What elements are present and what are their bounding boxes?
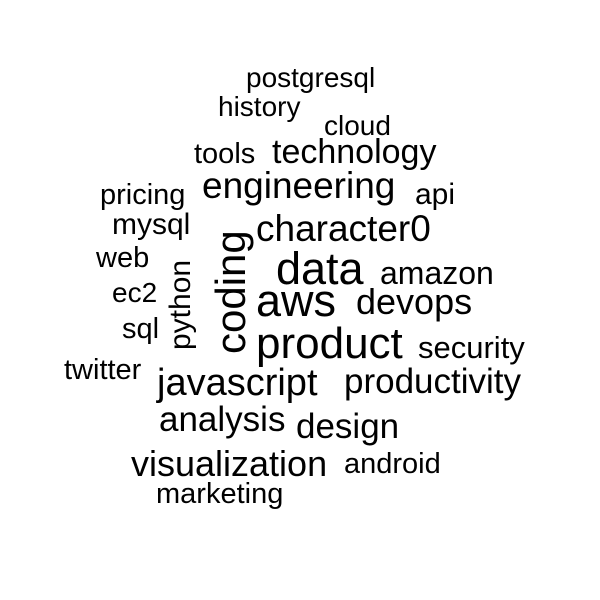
word-productivity: productivity <box>344 362 522 401</box>
word-ec2: ec2 <box>112 277 158 308</box>
word-data: data <box>276 243 364 294</box>
word-web: web <box>96 242 150 274</box>
word-history: history <box>218 91 301 122</box>
word-engineering: engineering <box>202 165 396 206</box>
word-python: python <box>164 259 197 350</box>
word-postgresql: postgresql <box>246 62 376 93</box>
word-marketing: marketing <box>156 478 284 510</box>
word-coding: coding <box>207 230 254 354</box>
word-android: android <box>344 448 441 480</box>
word-mysql: mysql <box>112 208 191 241</box>
word-product: product <box>256 319 403 368</box>
word-twitter: twitter <box>64 354 142 386</box>
word-character0: character0 <box>256 208 431 249</box>
word-visualization: visualization <box>131 443 328 484</box>
word-analysis: analysis <box>159 400 286 439</box>
word-technology: technology <box>272 133 437 171</box>
word-security: security <box>418 330 525 365</box>
word-api: api <box>415 178 456 211</box>
word-design: design <box>296 407 400 446</box>
word-aws: aws <box>256 275 337 326</box>
word-cloud-term: cloud <box>324 110 391 141</box>
word-amazon: amazon <box>380 255 494 291</box>
word-pricing: pricing <box>100 179 186 211</box>
word-tools: tools <box>194 138 256 170</box>
word-javascript: javascript <box>157 362 318 404</box>
word-sql: sql <box>122 313 160 345</box>
word-devops: devops <box>356 281 473 322</box>
